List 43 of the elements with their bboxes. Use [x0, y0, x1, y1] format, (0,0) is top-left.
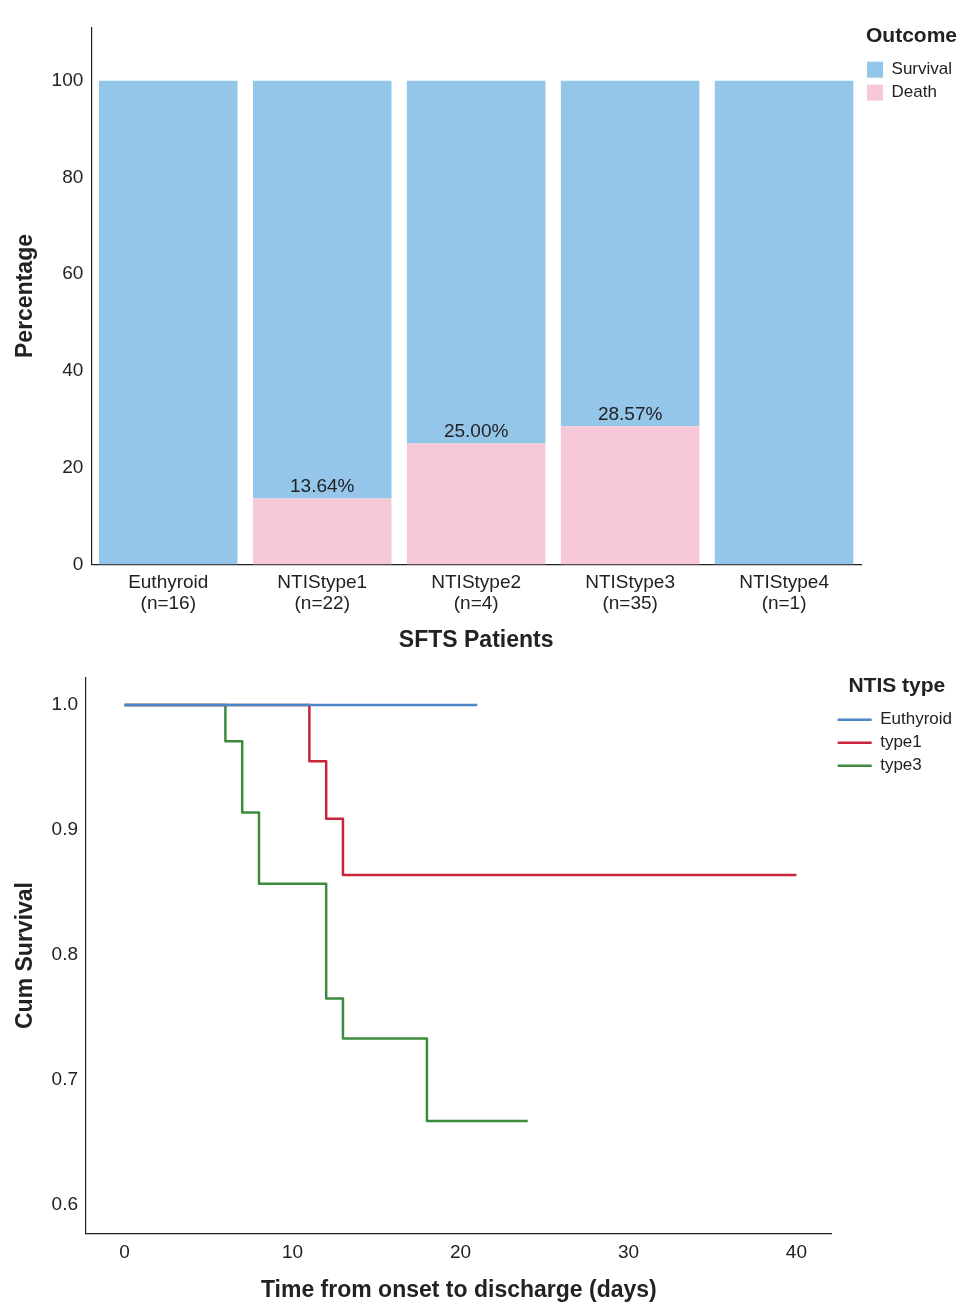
y-tick-label: 0: [72, 552, 84, 574]
legend-label: Survival: [891, 59, 953, 79]
x-tick-label: 0: [119, 1241, 130, 1263]
legend-label: Death: [891, 82, 937, 102]
y-tick-label: 0.9: [51, 818, 79, 840]
y-axis-title: Cum Survival: [11, 882, 38, 1029]
y-tick-label: 20: [62, 456, 84, 478]
legend-label: Euthyroid: [880, 709, 953, 729]
y-tick-label: 0.7: [51, 1068, 79, 1090]
y-tick-label: 40: [62, 359, 84, 381]
x-tick-label: NTIStype4 (n=1): [739, 571, 830, 614]
bar: [560, 426, 700, 565]
x-tick-label: 10: [282, 1241, 304, 1263]
x-tick-label: NTIStype1 (n=22): [277, 571, 368, 614]
x-tick-label: Euthyroid (n=16): [128, 571, 209, 614]
x-tick-label: 20: [449, 1241, 472, 1263]
bar: [714, 80, 854, 565]
y-tick-label: 100: [51, 68, 84, 90]
legend-title: NTIS type: [848, 673, 946, 697]
bar: [560, 80, 700, 427]
bar: [406, 443, 546, 565]
bar: [252, 498, 392, 565]
bar: [406, 80, 546, 444]
y-tick-label: 1.0: [51, 693, 79, 715]
data-label: 28.57%: [597, 403, 663, 425]
y-tick-label: 0.8: [51, 943, 79, 965]
bar: [252, 80, 392, 499]
x-axis-title: Time from onset to discharge (days): [260, 1275, 657, 1302]
x-tick-label: 30: [617, 1241, 640, 1263]
x-axis-title: SFTS Patients: [398, 625, 554, 652]
y-axis-title: Percentage: [11, 233, 38, 359]
legend-label: type3: [880, 755, 922, 775]
y-tick-label: 80: [62, 165, 84, 187]
data-label: 25.00%: [443, 420, 509, 442]
legend-title: Outcome: [866, 23, 958, 47]
y-tick-label: 0.6: [51, 1193, 79, 1215]
data-label: 13.64%: [290, 475, 355, 497]
bar: [99, 80, 238, 565]
x-tick-label: NTIStype3 (n=35): [585, 571, 675, 614]
x-tick-label: 40: [785, 1241, 807, 1263]
y-tick-label: 60: [62, 262, 84, 284]
legend-label: type1: [880, 732, 922, 752]
x-tick-label: NTIStype2 (n=4): [431, 571, 522, 614]
